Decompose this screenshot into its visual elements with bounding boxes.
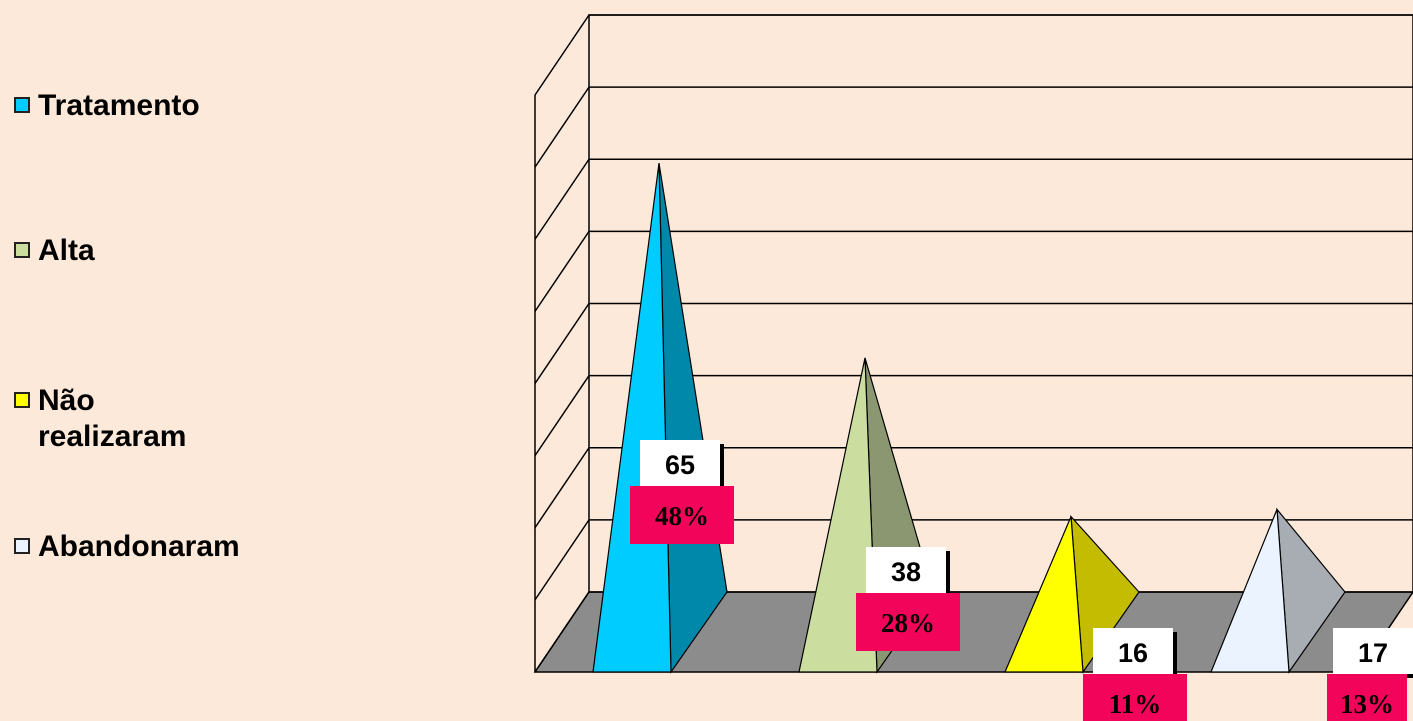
gridline-side — [534, 230, 590, 312]
legend-swatch — [14, 242, 30, 258]
gridline-side — [534, 303, 590, 384]
percent-label-box — [630, 486, 734, 544]
chart-legend: Tratamento Alta Não realizaram Abandonar… — [0, 0, 520, 721]
value-label: 16 — [1118, 638, 1148, 668]
value-label: 17 — [1358, 638, 1388, 668]
value-label-box — [1333, 628, 1413, 674]
percent-label-box — [1327, 674, 1407, 721]
percent-label-box — [1083, 674, 1187, 721]
percent-label: 48% — [655, 501, 709, 531]
legend-swatch — [14, 392, 30, 408]
value-label: 38 — [891, 557, 921, 587]
pyramid-front-tratamento — [592, 163, 672, 673]
legend-label: Alta — [38, 234, 95, 267]
value-label-box — [640, 440, 720, 486]
value-label: 65 — [665, 450, 695, 480]
gridline-side — [534, 519, 590, 601]
gridline-side — [534, 14, 590, 96]
gridline-side — [534, 447, 590, 529]
value-label-box — [1093, 628, 1173, 674]
value-label-box — [866, 547, 946, 593]
legend-item-alta: Alta — [14, 233, 278, 269]
pyramid-front-não-realizaram — [1004, 516, 1084, 673]
percent-label: 28% — [881, 608, 935, 638]
percent-label-box — [856, 593, 960, 651]
gridline-side — [534, 591, 590, 673]
legend-item-tratamento: Tratamento — [14, 88, 278, 124]
legend-item-nao-realizaram: Não realizaram — [14, 383, 238, 455]
legend-swatch — [14, 97, 30, 113]
percent-label: 11% — [1109, 689, 1162, 719]
legend-label: Abandonaram — [38, 530, 240, 563]
percent-label: 13% — [1340, 689, 1394, 719]
gridline-side — [534, 158, 590, 240]
gridline-side — [534, 375, 590, 457]
pyramid-front-abandonaram — [1210, 509, 1290, 673]
legend-label: Tratamento — [38, 89, 200, 122]
gridline-side — [534, 86, 590, 168]
legend-item-abandonaram: Abandonaram — [14, 529, 278, 565]
legend-swatch — [14, 538, 30, 554]
legend-label: Não realizaram — [38, 384, 187, 453]
